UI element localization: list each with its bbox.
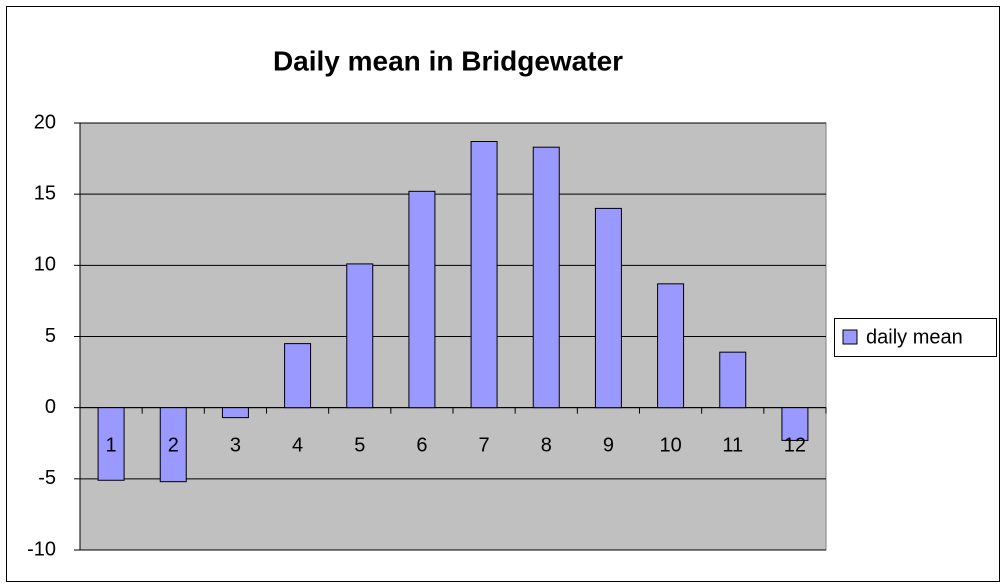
bar bbox=[159, 407, 187, 483]
y-tick-label: 15 bbox=[34, 182, 56, 204]
x-tick-label: 5 bbox=[354, 434, 365, 456]
legend-label: daily mean bbox=[866, 326, 963, 348]
bar bbox=[719, 351, 747, 409]
x-tick-label: 7 bbox=[479, 434, 490, 456]
bar bbox=[657, 283, 685, 409]
bar bbox=[346, 263, 374, 409]
bar bbox=[284, 343, 312, 409]
y-tick-label: 20 bbox=[34, 111, 56, 133]
bar bbox=[97, 407, 125, 481]
legend-box bbox=[834, 318, 997, 357]
x-tick-label: 3 bbox=[230, 434, 241, 456]
chart-title: Daily mean in Bridgewater bbox=[273, 45, 623, 76]
bar bbox=[532, 146, 560, 409]
bar bbox=[408, 190, 436, 409]
x-tick-label: 4 bbox=[292, 434, 303, 456]
bar bbox=[221, 407, 249, 419]
bar bbox=[470, 141, 498, 409]
x-tick-label: 6 bbox=[416, 434, 427, 456]
x-tick-label: 2 bbox=[168, 434, 179, 456]
y-tick-label: -10 bbox=[27, 538, 56, 560]
x-tick-label: 8 bbox=[541, 434, 552, 456]
x-tick-label: 12 bbox=[784, 434, 806, 456]
bar bbox=[781, 407, 809, 441]
x-tick-label: 9 bbox=[603, 434, 614, 456]
y-tick-label: 0 bbox=[45, 396, 56, 418]
x-tick-label: 10 bbox=[659, 434, 681, 456]
y-tick-label: -5 bbox=[38, 467, 56, 489]
bar bbox=[594, 207, 622, 409]
y-tick-label: 10 bbox=[34, 254, 56, 276]
x-tick-label: 11 bbox=[722, 434, 743, 456]
x-tick-label: 1 bbox=[106, 434, 117, 456]
legend-swatch bbox=[842, 329, 858, 345]
y-tick-label: 5 bbox=[45, 325, 56, 347]
